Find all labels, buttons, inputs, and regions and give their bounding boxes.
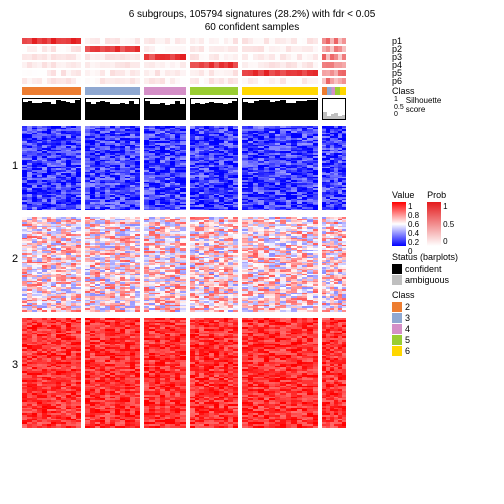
prob-track-p4 — [22, 62, 388, 68]
prob-track-p1 — [22, 38, 388, 44]
silhouette-strip — [22, 97, 388, 120]
legend-value: Value10.80.60.40.20 — [392, 190, 419, 246]
prob-label: p2 — [392, 46, 496, 52]
silhouette-label: Silhouettescore — [406, 96, 442, 120]
prob-track-p3 — [22, 54, 388, 60]
heat-block-2 — [22, 214, 388, 312]
legend-status: Status (barplots)confidentambiguous — [392, 252, 496, 286]
heat-block-1 — [22, 123, 388, 211]
class-bar-strip — [22, 86, 388, 95]
right-labels: p1p2p3p4p5p6Class10.50SilhouettescoreVal… — [388, 38, 496, 430]
title-line2: 60 confident samples — [8, 21, 496, 34]
prob-track-p6 — [22, 78, 388, 84]
heat-row-label: 2 — [8, 210, 22, 308]
prob-label: p1 — [392, 38, 496, 44]
prob-label: p5 — [392, 70, 496, 76]
legend-prob: Prob10.50 — [427, 190, 454, 246]
prob-track-p2 — [22, 46, 388, 52]
legend-class: Class23456 — [392, 290, 415, 357]
class-label: Class — [392, 86, 496, 96]
title-line1: 6 subgroups, 105794 signatures (28.2%) w… — [8, 8, 496, 21]
prob-label: p4 — [392, 62, 496, 68]
row-labels-left: 123 — [8, 38, 22, 430]
heat-block-3 — [22, 315, 388, 428]
prob-label: p6 — [392, 78, 496, 84]
prob-label: p3 — [392, 54, 496, 60]
prob-track-p5 — [22, 70, 388, 76]
heat-row-label: 1 — [8, 122, 22, 210]
heat-row-label: 3 — [8, 308, 22, 421]
title-block: 6 subgroups, 105794 signatures (28.2%) w… — [8, 8, 496, 34]
main-area: 123 p1p2p3p4p5p6Class10.50Silhouettescor… — [8, 38, 496, 430]
plot-column — [22, 38, 388, 430]
